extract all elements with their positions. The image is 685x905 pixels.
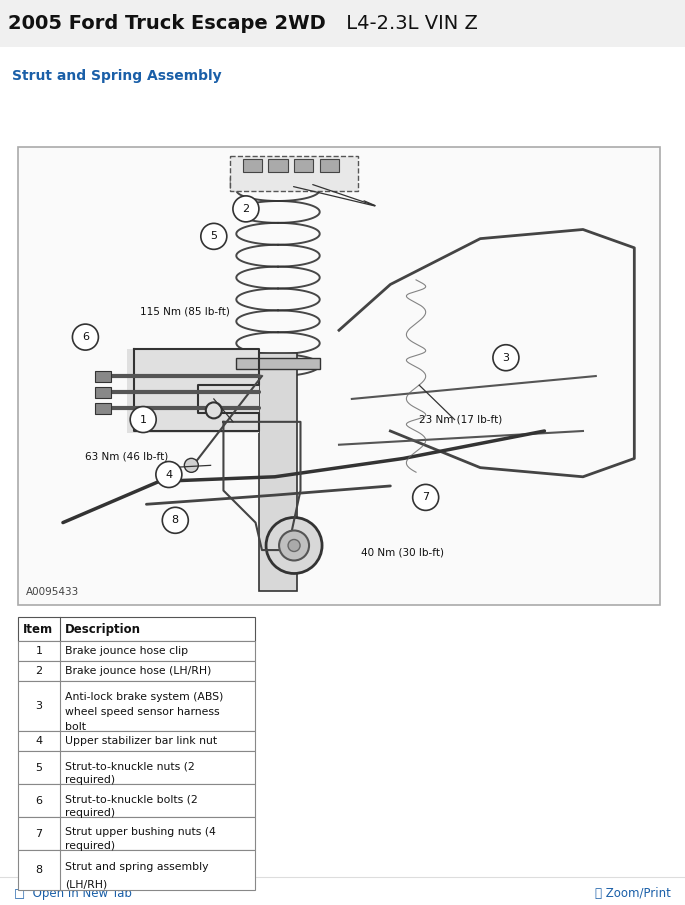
Text: □  Open In New Tab: □ Open In New Tab <box>14 887 132 900</box>
Bar <box>95 403 111 414</box>
Bar <box>18 751 255 784</box>
Circle shape <box>266 518 322 574</box>
Bar <box>95 370 111 382</box>
Text: 2005 Ford Truck Escape 2WD: 2005 Ford Truck Escape 2WD <box>8 14 326 33</box>
Bar <box>259 353 297 591</box>
FancyBboxPatch shape <box>18 147 660 605</box>
Circle shape <box>412 484 438 510</box>
Circle shape <box>233 195 259 222</box>
Circle shape <box>162 508 188 533</box>
FancyBboxPatch shape <box>0 47 685 905</box>
Text: Brake jounce hose (LH/RH): Brake jounce hose (LH/RH) <box>65 666 212 676</box>
Text: required): required) <box>65 842 115 852</box>
Text: Item: Item <box>23 623 53 635</box>
Bar <box>18 681 255 731</box>
Text: 4: 4 <box>36 736 42 746</box>
Bar <box>320 158 339 172</box>
Text: required): required) <box>65 776 115 786</box>
Circle shape <box>201 224 227 250</box>
Text: 5: 5 <box>36 763 42 773</box>
Text: 3: 3 <box>502 353 510 363</box>
Bar <box>230 176 326 188</box>
Text: 3: 3 <box>36 701 42 711</box>
Text: Strut-to-knuckle nuts (2: Strut-to-knuckle nuts (2 <box>65 761 195 771</box>
Text: 1: 1 <box>36 646 42 656</box>
FancyBboxPatch shape <box>127 348 259 433</box>
Text: Strut and Spring Assembly: Strut and Spring Assembly <box>12 69 222 83</box>
Text: 1: 1 <box>140 414 147 424</box>
Text: Description: Description <box>65 623 141 635</box>
Bar <box>230 157 358 191</box>
Text: 8: 8 <box>172 515 179 525</box>
Text: 40 Nm (30 lb-ft): 40 Nm (30 lb-ft) <box>362 548 445 557</box>
Text: 63 Nm (46 lb-ft): 63 Nm (46 lb-ft) <box>86 452 169 462</box>
Text: Strut-to-knuckle bolts (2: Strut-to-knuckle bolts (2 <box>65 794 198 804</box>
Text: 🔍 Zoom/Print: 🔍 Zoom/Print <box>595 887 671 900</box>
Text: 115 Nm (85 lb-ft): 115 Nm (85 lb-ft) <box>140 307 230 317</box>
Text: 6: 6 <box>82 332 89 342</box>
Circle shape <box>288 539 300 551</box>
Circle shape <box>279 530 309 560</box>
Bar <box>18 617 255 641</box>
Text: 2: 2 <box>242 204 249 214</box>
Text: (LH/RH): (LH/RH) <box>65 880 108 890</box>
Text: 7: 7 <box>422 492 429 502</box>
Text: Brake jounce hose clip: Brake jounce hose clip <box>65 646 188 656</box>
Bar <box>18 731 255 751</box>
Text: 7: 7 <box>36 828 42 839</box>
Bar <box>95 386 111 397</box>
Circle shape <box>184 458 199 472</box>
Text: 8: 8 <box>36 865 42 875</box>
Bar <box>18 784 255 817</box>
Text: Strut and spring assembly: Strut and spring assembly <box>65 862 208 872</box>
Text: L4-2.3L VIN Z: L4-2.3L VIN Z <box>340 14 478 33</box>
Circle shape <box>73 324 99 350</box>
Bar <box>18 817 255 850</box>
Text: 2: 2 <box>36 666 42 676</box>
Circle shape <box>493 345 519 371</box>
Bar <box>18 850 255 890</box>
Bar <box>269 158 288 172</box>
Bar <box>242 158 262 172</box>
Bar <box>18 641 255 661</box>
Text: A0095433: A0095433 <box>26 587 79 597</box>
Text: wheel speed sensor harness: wheel speed sensor harness <box>65 707 220 717</box>
Text: 23 Nm (17 lb-ft): 23 Nm (17 lb-ft) <box>419 414 503 424</box>
Text: bolt: bolt <box>65 722 86 732</box>
Text: 5: 5 <box>210 232 217 242</box>
Bar <box>236 357 320 369</box>
Text: Strut upper bushing nuts (4: Strut upper bushing nuts (4 <box>65 827 216 837</box>
Bar <box>18 661 255 681</box>
Text: Anti-lock brake system (ABS): Anti-lock brake system (ABS) <box>65 691 223 701</box>
Text: 4: 4 <box>165 470 173 480</box>
Circle shape <box>206 403 222 418</box>
Circle shape <box>156 462 182 488</box>
Circle shape <box>130 406 156 433</box>
Bar <box>294 158 313 172</box>
Text: Upper stabilizer bar link nut: Upper stabilizer bar link nut <box>65 736 217 746</box>
Text: required): required) <box>65 808 115 818</box>
Text: 6: 6 <box>36 795 42 805</box>
